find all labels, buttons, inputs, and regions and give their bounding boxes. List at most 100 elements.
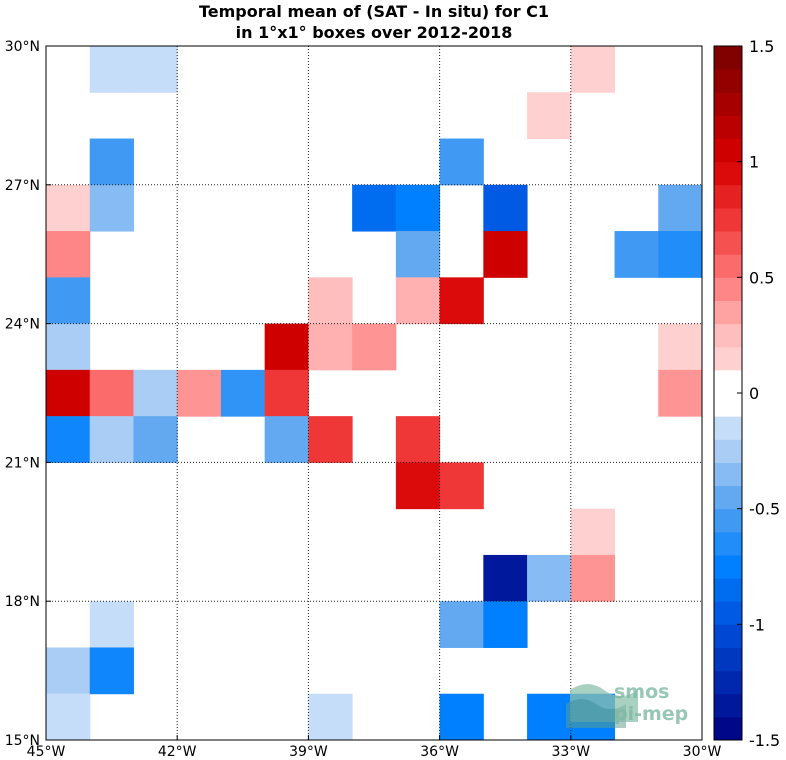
- heatmap-cell: [89, 184, 134, 232]
- x-tick-label: 45°W: [27, 744, 66, 760]
- y-tick-label: 18°N: [5, 594, 40, 610]
- colorbar-segment: [714, 69, 742, 93]
- heatmap-cell: [133, 46, 178, 93]
- colorbar-segment: [714, 554, 742, 579]
- heatmap-cell: [264, 323, 309, 371]
- colorbar-tick-label: 0: [749, 384, 759, 403]
- heatmap-cell: [352, 323, 397, 371]
- colorbar-tick-label: 1: [749, 153, 759, 172]
- heatmap-cell: [46, 277, 91, 325]
- colorbar-segment: [714, 393, 742, 417]
- plot-frame: [45, 45, 703, 741]
- heatmap-cell: [308, 323, 353, 371]
- heatmap-cell: [483, 554, 528, 602]
- heatmap-cell: [395, 462, 441, 510]
- heatmap-cell: [89, 601, 134, 648]
- chart-title-line-1: Temporal mean of (SAT - In situ) for C1: [199, 2, 549, 21]
- colorbar-segment: [714, 184, 742, 209]
- heatmap-cell: [658, 184, 703, 232]
- heatmap-cell: [46, 369, 91, 417]
- colorbar-segment: [714, 115, 742, 140]
- heatmap-cell: [570, 554, 616, 602]
- heatmap-cell: [395, 231, 441, 278]
- colorbar-segment: [714, 670, 742, 695]
- colorbar-segment: [714, 207, 742, 232]
- wave-icon: [566, 684, 638, 728]
- heatmap-cell: [89, 138, 134, 186]
- heatmap-cell: [570, 508, 616, 556]
- colorbar-segment: [714, 624, 742, 648]
- heatmap-cell: [439, 277, 484, 325]
- colorbar-segment: [714, 716, 742, 741]
- colorbar-segment: [714, 254, 742, 278]
- colorbar-segment: [714, 601, 742, 625]
- y-tick-label: 15°N: [5, 733, 40, 749]
- y-axis-ticks: 15°N 18°N 21°N 24°N 27°N 30°N: [5, 39, 51, 749]
- colorbar-segment: [714, 462, 742, 487]
- heatmap-cell: [439, 462, 484, 510]
- colorbar-segment: [714, 439, 742, 463]
- colorbar-segment: [714, 92, 742, 116]
- colorbar-tick-label: -1: [749, 615, 765, 634]
- heatmap-cells: [46, 46, 703, 741]
- colorbar-ticks: 1.5 1 0.5 0 -0.5 -1 -1.5: [737, 37, 780, 750]
- y-tick-label: 24°N: [5, 317, 40, 333]
- heatmap-cell: [527, 92, 572, 140]
- chart-title-line-2: in 1°x1° boxes over 2012-2018: [236, 23, 513, 42]
- colorbar-segment: [714, 138, 742, 163]
- y-tick-label: 21°N: [5, 455, 40, 471]
- watermark-line-1: smos: [614, 681, 669, 703]
- colorbar-tick-label: 1.5: [749, 37, 774, 56]
- colorbar-segment: [714, 647, 742, 672]
- heatmap-cell: [658, 323, 703, 371]
- heatmap-cell: [46, 416, 91, 463]
- heatmap-cell: [46, 323, 91, 371]
- heatmap-cell: [89, 369, 134, 417]
- heatmap-cell: [395, 184, 441, 232]
- x-tick-label: 39°W: [289, 744, 328, 760]
- colorbar-segment: [714, 161, 742, 186]
- y-tick-label: 27°N: [5, 178, 40, 194]
- heatmap-cell: [439, 693, 484, 741]
- heatmap-cell: [483, 184, 528, 232]
- x-tick-label: 30°W: [683, 744, 722, 760]
- heatmap-cell: [89, 46, 134, 93]
- y-tick-label: 30°N: [5, 39, 40, 55]
- heatmap-cell: [614, 231, 659, 278]
- heatmap-cell: [308, 416, 353, 463]
- heatmap-cell: [264, 369, 309, 417]
- heatmap-cell: [308, 693, 353, 741]
- heatmap-cell: [133, 369, 178, 417]
- x-tick-label: 36°W: [420, 744, 459, 760]
- heatmap-cell: [395, 416, 441, 463]
- colorbar-segment: [714, 693, 742, 718]
- x-tick-label: 33°W: [551, 744, 590, 760]
- colorbar-segment: [714, 300, 742, 325]
- heatmap-cell: [308, 277, 353, 325]
- colorbar-segment: [714, 508, 742, 533]
- colorbar-segment: [714, 46, 742, 70]
- heatmap-cell: [89, 647, 134, 695]
- heatmap-cell: [527, 554, 572, 602]
- colorbar-segment: [714, 346, 742, 371]
- colorbar-tick-label: -0.5: [749, 500, 780, 519]
- x-tick-label: 42°W: [158, 744, 197, 760]
- heatmap-cell: [46, 184, 91, 232]
- heatmap-cell: [220, 369, 266, 417]
- x-axis-ticks: 45°W 42°W 39°W 36°W 33°W 30°W: [27, 735, 722, 760]
- heatmap-cell: [46, 231, 91, 278]
- colorbar-segment: [714, 578, 742, 602]
- colorbar-tick-label: -1.5: [749, 731, 780, 750]
- heatmap-cell: [89, 416, 134, 463]
- heatmap-cell: [570, 46, 616, 93]
- heatmap-cell: [483, 601, 528, 648]
- heatmap-cell: [46, 647, 91, 695]
- heatmap-cell: [439, 138, 484, 186]
- heatmap-cell: [527, 693, 572, 741]
- heatmap-cell: [658, 231, 703, 278]
- colorbar-segment: [714, 277, 742, 301]
- heatmap-cell: [264, 416, 309, 463]
- watermark-logo: smos pi-mep: [566, 681, 688, 728]
- colorbar-segment: [714, 485, 742, 510]
